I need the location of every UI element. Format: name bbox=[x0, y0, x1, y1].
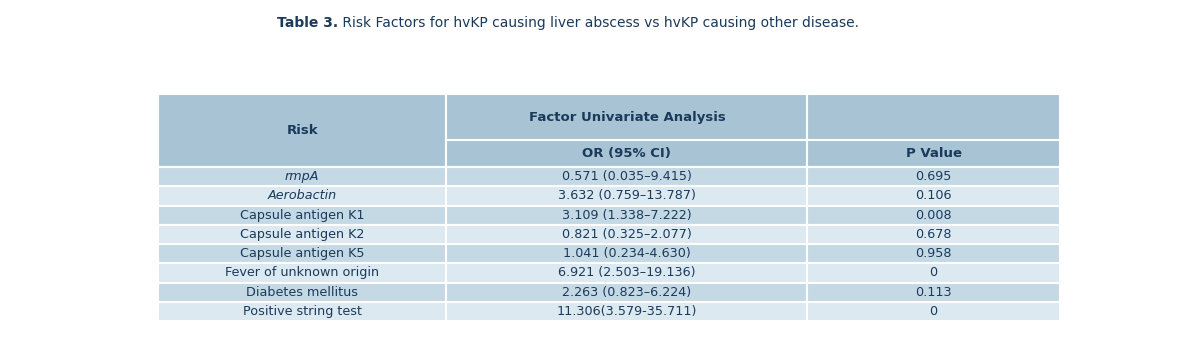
Bar bbox=[447, 94, 808, 141]
Text: 1.041 (0.234-4.630): 1.041 (0.234-4.630) bbox=[563, 247, 690, 260]
Bar bbox=[447, 263, 808, 282]
Text: Capsule antigen K1: Capsule antigen K1 bbox=[240, 209, 365, 222]
Text: P Value: P Value bbox=[905, 147, 961, 160]
Bar bbox=[447, 206, 808, 225]
Bar bbox=[808, 244, 1060, 263]
Bar bbox=[158, 225, 447, 244]
Text: Diabetes mellitus: Diabetes mellitus bbox=[246, 286, 358, 299]
Text: 0.113: 0.113 bbox=[916, 286, 952, 299]
Text: 0.958: 0.958 bbox=[916, 247, 952, 260]
Bar bbox=[808, 225, 1060, 244]
Bar bbox=[158, 186, 447, 206]
Text: 0: 0 bbox=[930, 305, 937, 318]
Bar bbox=[158, 167, 447, 186]
Text: OR (95% CI): OR (95% CI) bbox=[582, 147, 671, 160]
Text: Positive string test: Positive string test bbox=[242, 305, 361, 318]
Text: 0.821 (0.325–2.077): 0.821 (0.325–2.077) bbox=[562, 228, 691, 241]
Text: Risk: Risk bbox=[286, 124, 318, 137]
Text: Aerobactin: Aerobactin bbox=[267, 189, 336, 202]
Bar bbox=[808, 302, 1060, 321]
Bar bbox=[447, 167, 808, 186]
Bar bbox=[808, 167, 1060, 186]
Bar bbox=[808, 141, 1060, 167]
Bar bbox=[158, 263, 447, 282]
Text: Risk Factors for hvKP causing liver abscess vs hvKP causing other disease.: Risk Factors for hvKP causing liver absc… bbox=[339, 16, 859, 30]
Bar bbox=[808, 206, 1060, 225]
Bar bbox=[447, 186, 808, 206]
Text: Table 3.: Table 3. bbox=[277, 16, 339, 30]
Text: 0.571 (0.035–9.415): 0.571 (0.035–9.415) bbox=[562, 170, 691, 183]
Bar bbox=[808, 282, 1060, 302]
Text: 11.306(3.579-35.711): 11.306(3.579-35.711) bbox=[557, 305, 697, 318]
Text: 2.263 (0.823–6.224): 2.263 (0.823–6.224) bbox=[562, 286, 691, 299]
Text: 0.678: 0.678 bbox=[916, 228, 952, 241]
Text: 0.106: 0.106 bbox=[916, 189, 952, 202]
Text: 0.008: 0.008 bbox=[916, 209, 952, 222]
Text: rmpA: rmpA bbox=[285, 170, 320, 183]
Bar bbox=[808, 186, 1060, 206]
Text: Factor Univariate Analysis: Factor Univariate Analysis bbox=[529, 111, 725, 124]
Text: 6.921 (2.503–19.136): 6.921 (2.503–19.136) bbox=[558, 266, 696, 280]
Text: Capsule antigen K2: Capsule antigen K2 bbox=[240, 228, 365, 241]
Text: 0: 0 bbox=[930, 266, 937, 280]
Bar bbox=[158, 302, 447, 321]
Bar bbox=[447, 225, 808, 244]
Bar bbox=[158, 244, 447, 263]
Bar bbox=[447, 141, 808, 167]
Bar bbox=[158, 206, 447, 225]
Text: Capsule antigen K5: Capsule antigen K5 bbox=[240, 247, 365, 260]
Text: 3.109 (1.338–7.222): 3.109 (1.338–7.222) bbox=[562, 209, 691, 222]
Bar bbox=[447, 244, 808, 263]
Bar bbox=[158, 282, 447, 302]
Text: Fever of unknown origin: Fever of unknown origin bbox=[225, 266, 379, 280]
Bar bbox=[447, 282, 808, 302]
Bar bbox=[158, 94, 447, 167]
Bar bbox=[447, 302, 808, 321]
Text: 3.632 (0.759–13.787): 3.632 (0.759–13.787) bbox=[558, 189, 696, 202]
Bar bbox=[808, 263, 1060, 282]
Text: 0.695: 0.695 bbox=[916, 170, 952, 183]
Bar bbox=[808, 94, 1060, 141]
